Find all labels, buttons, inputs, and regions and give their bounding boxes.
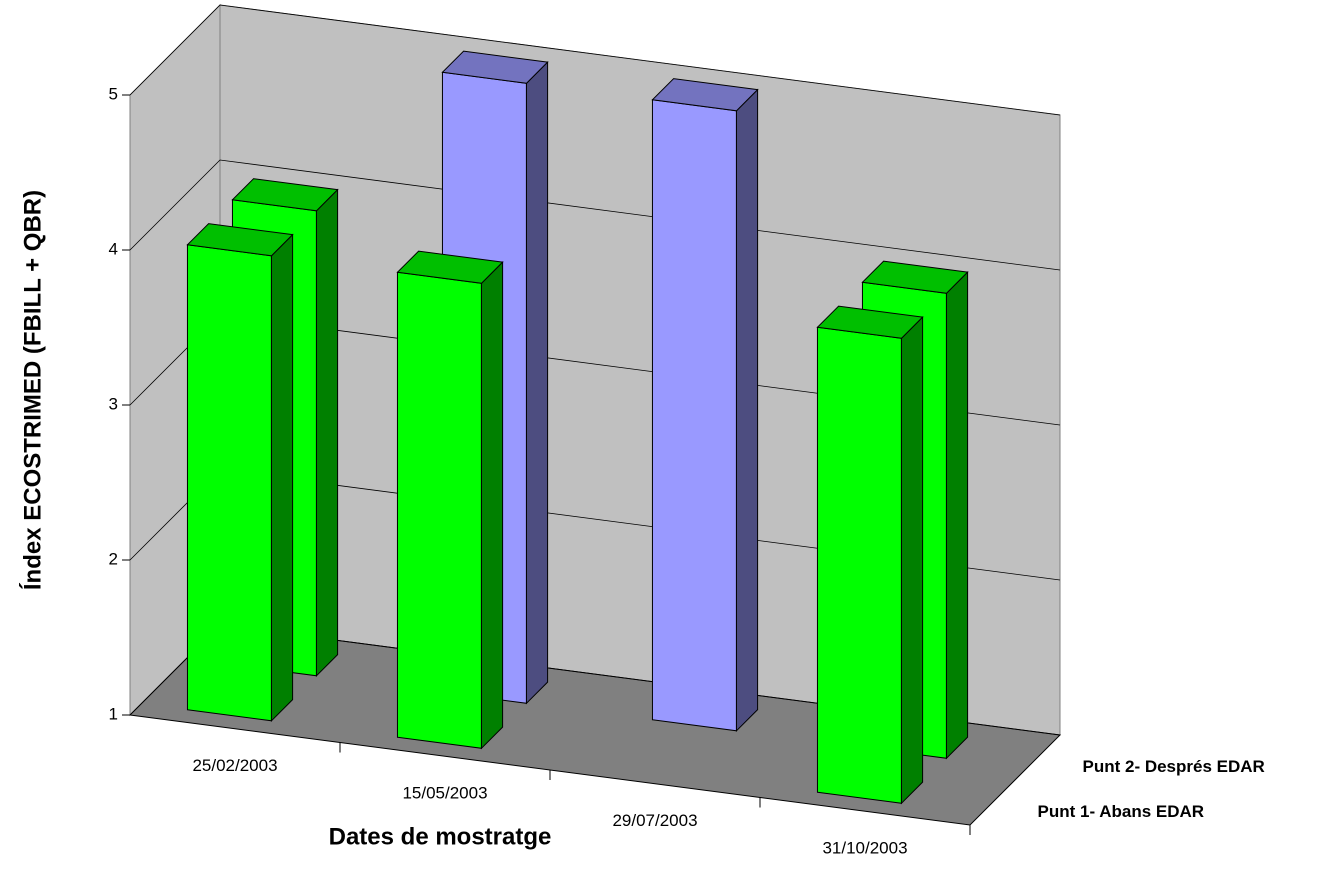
bar-front: [651, 99, 737, 732]
legend-label: Punt 1- Abans EDAR: [1038, 802, 1205, 821]
bar-side: [480, 260, 504, 750]
y-tick-label: 2: [109, 549, 118, 568]
grid-line: [129, 4, 1061, 116]
bar-front: [396, 271, 482, 749]
bar-top: [231, 178, 339, 212]
bar-top: [651, 78, 759, 112]
bar-front: [816, 326, 902, 804]
bar-front: [186, 244, 272, 722]
y-tick-label: 3: [109, 394, 118, 413]
y-tick-label: 4: [109, 239, 118, 258]
bar-top: [186, 223, 294, 257]
x-tick-label: 31/10/2003: [822, 839, 907, 858]
x-tick-label: 29/07/2003: [612, 811, 697, 830]
y-tick-label: 1: [109, 704, 118, 723]
bar-side: [900, 315, 924, 805]
bar: [816, 305, 924, 805]
bar-side: [315, 188, 339, 678]
bar-side: [270, 233, 294, 723]
bar-top: [816, 305, 924, 339]
legend-label: Punt 2- Després EDAR: [1083, 757, 1265, 776]
bar-top: [396, 250, 504, 284]
bar-top: [441, 50, 549, 84]
bar-top: [861, 260, 969, 294]
y-tick-label: 5: [109, 84, 118, 103]
grid-line: [129, 159, 1061, 271]
bar: [651, 78, 759, 733]
x-tick-label: 15/05/2003: [402, 784, 487, 803]
bar: [186, 223, 294, 723]
bar-side: [525, 60, 549, 705]
x-tick-label: 25/02/2003: [192, 756, 277, 775]
bar-side: [945, 270, 969, 760]
bar-side: [735, 88, 759, 733]
y-axis-title: Índex ECOSTRIMED (FBILL + QBR): [18, 190, 46, 590]
x-axis-title: Dates de mostratge: [329, 823, 552, 850]
bar: [396, 250, 504, 750]
